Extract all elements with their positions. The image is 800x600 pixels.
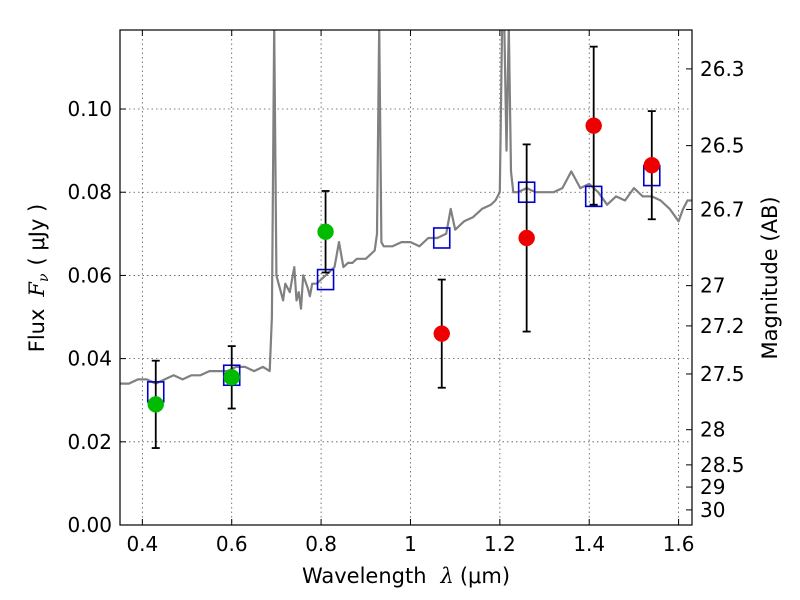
y-tick-label: 0.10: [67, 97, 112, 121]
x-axis-label-unit: (μm): [460, 564, 510, 588]
x-tick-label: 0.8: [305, 532, 337, 556]
right-tick-label: 26.7: [700, 197, 745, 221]
axes: 0.4 0.6 0.8 1 1.2 1.4 1.6 0.00 0.02 0.04 0.06 0.08 0…: [67, 30, 745, 556]
right-tick-label: 29: [700, 475, 725, 499]
red-data-point: [585, 117, 602, 134]
green-data-point: [147, 396, 164, 413]
right-tick-label: 28: [700, 418, 725, 442]
y-tick-label: 0.04: [67, 347, 112, 371]
y-tick-label: 0.02: [67, 430, 112, 454]
red-data-point: [518, 229, 535, 247]
right-tick-label: 27.2: [700, 314, 745, 338]
x-tick-label: 1.2: [484, 532, 516, 556]
y-axis-label-prefix: Flux: [25, 309, 49, 353]
green-data-point: [317, 223, 334, 240]
model-flux-box: [432, 227, 451, 249]
x-tick-label: 0.4: [126, 532, 158, 556]
grid: [120, 30, 692, 526]
y-axis-label-unit: ( μJy ): [25, 204, 49, 266]
y-tick-label: 0.00: [67, 513, 112, 537]
x-tick-label: 1: [404, 532, 417, 556]
x-tick-label: 0.6: [216, 532, 248, 556]
y-tick-label: 0.08: [67, 180, 112, 204]
y-tick-label: 0.06: [67, 263, 112, 287]
right-tick-label: 26.5: [700, 134, 745, 158]
right-tick-label: 28.5: [700, 453, 745, 477]
plot-frame: [119, 29, 693, 526]
plot-area: [120, 30, 692, 449]
x-tick-label: 1.6: [663, 532, 695, 556]
spectrum-line: [120, 30, 692, 385]
right-tick-label: 27.5: [700, 362, 745, 386]
right-axis-label: Magnitude (AB): [758, 196, 782, 359]
x-tick-label: 1.4: [573, 532, 605, 556]
y-axis-label-subscript: ν: [36, 273, 52, 282]
y-axis-label: Flux Fν ( μJy ): [25, 204, 52, 352]
y-axis-label-symbol: F: [25, 281, 49, 298]
red-data-point: [433, 325, 450, 342]
right-tick-label: 27: [700, 274, 725, 298]
x-axis-label-symbol: λ: [440, 564, 454, 588]
x-axis-label: Wavelength λ (μm): [302, 564, 510, 588]
red-data-point: [643, 156, 661, 174]
green-data-point: [223, 369, 240, 386]
x-axis-label-prefix: Wavelength: [302, 564, 427, 588]
right-tick-label: 30: [700, 498, 725, 522]
right-tick-label: 26.3: [700, 57, 745, 81]
